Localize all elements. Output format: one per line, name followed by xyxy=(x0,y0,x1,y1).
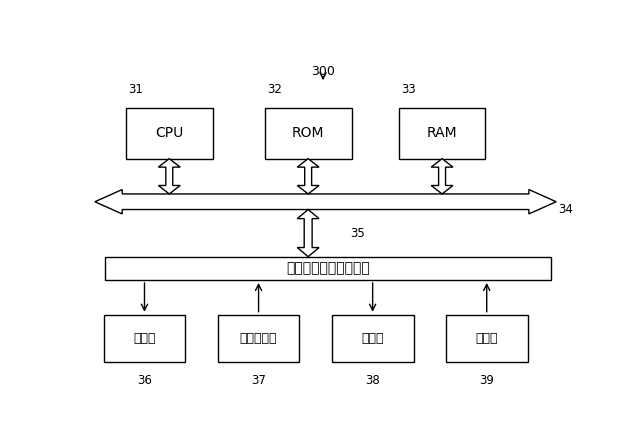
Polygon shape xyxy=(158,159,180,194)
Text: 32: 32 xyxy=(268,83,282,96)
Text: 34: 34 xyxy=(559,203,573,216)
Text: 操作受付部: 操作受付部 xyxy=(240,332,277,345)
Text: 33: 33 xyxy=(401,83,416,96)
Bar xyxy=(218,315,300,362)
Bar xyxy=(399,108,486,159)
Polygon shape xyxy=(297,159,319,194)
Text: 通信部: 通信部 xyxy=(476,332,498,345)
Text: 36: 36 xyxy=(137,374,152,387)
Bar xyxy=(446,315,527,362)
Text: RAM: RAM xyxy=(427,127,458,141)
Bar xyxy=(104,315,186,362)
Text: ROM: ROM xyxy=(292,127,324,141)
Text: 39: 39 xyxy=(479,374,494,387)
Text: 入出力インタフェース: 入出力インタフェース xyxy=(286,261,370,275)
Bar xyxy=(265,108,351,159)
Text: 35: 35 xyxy=(350,227,365,240)
Bar xyxy=(105,257,551,280)
Text: 31: 31 xyxy=(129,83,143,96)
Polygon shape xyxy=(431,159,453,194)
Text: 表示部: 表示部 xyxy=(133,332,156,345)
Text: 37: 37 xyxy=(251,374,266,387)
Text: 300: 300 xyxy=(311,65,335,78)
Polygon shape xyxy=(297,210,319,257)
Text: CPU: CPU xyxy=(155,127,184,141)
Text: 記憶部: 記憶部 xyxy=(362,332,384,345)
Text: 38: 38 xyxy=(365,374,380,387)
Bar xyxy=(126,108,212,159)
Bar xyxy=(332,315,413,362)
Polygon shape xyxy=(95,189,556,214)
